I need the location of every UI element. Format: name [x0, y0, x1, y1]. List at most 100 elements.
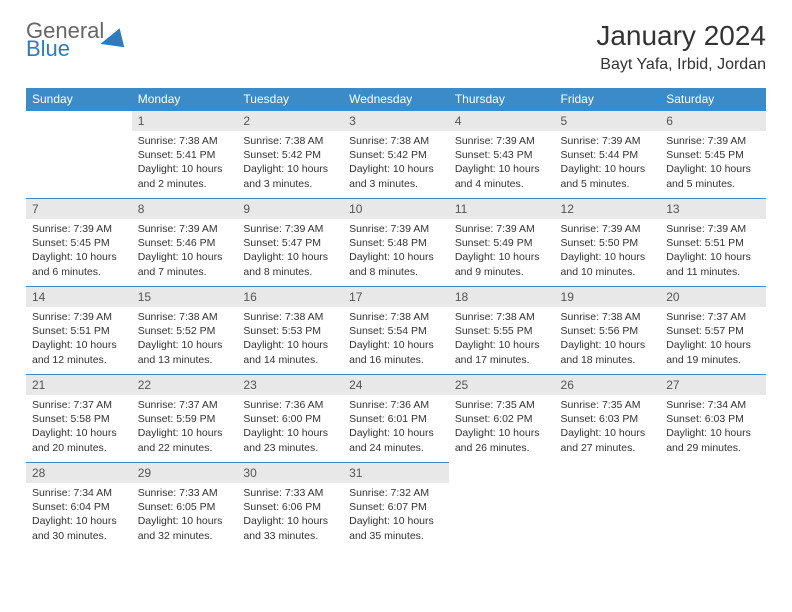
calendar-cell: [26, 111, 132, 199]
calendar-cell: 29Sunrise: 7:33 AMSunset: 6:05 PMDayligh…: [132, 463, 238, 551]
title-block: January 2024 Bayt Yafa, Irbid, Jordan: [596, 20, 766, 74]
day-info: Sunrise: 7:37 AMSunset: 5:57 PMDaylight:…: [660, 307, 766, 371]
calendar-cell: 14Sunrise: 7:39 AMSunset: 5:51 PMDayligh…: [26, 287, 132, 375]
daylight-line: Daylight: 10 hours and 8 minutes.: [243, 250, 337, 278]
sunrise-line: Sunrise: 7:39 AM: [243, 222, 337, 236]
sunset-line: Sunset: 6:05 PM: [138, 500, 232, 514]
sunrise-line: Sunrise: 7:38 AM: [455, 310, 549, 324]
calendar-cell: 3Sunrise: 7:38 AMSunset: 5:42 PMDaylight…: [343, 111, 449, 199]
daylight-line: Daylight: 10 hours and 11 minutes.: [666, 250, 760, 278]
sunset-line: Sunset: 5:55 PM: [455, 324, 549, 338]
day-number: 10: [343, 199, 449, 219]
sunset-line: Sunset: 5:59 PM: [138, 412, 232, 426]
sunset-line: Sunset: 5:45 PM: [666, 148, 760, 162]
daylight-line: Daylight: 10 hours and 5 minutes.: [666, 162, 760, 190]
sunset-line: Sunset: 5:53 PM: [243, 324, 337, 338]
sunrise-line: Sunrise: 7:39 AM: [666, 134, 760, 148]
calendar-cell: 1Sunrise: 7:38 AMSunset: 5:41 PMDaylight…: [132, 111, 238, 199]
daylight-line: Daylight: 10 hours and 32 minutes.: [138, 514, 232, 542]
sunrise-line: Sunrise: 7:34 AM: [666, 398, 760, 412]
daylight-line: Daylight: 10 hours and 3 minutes.: [243, 162, 337, 190]
calendar-cell: 15Sunrise: 7:38 AMSunset: 5:52 PMDayligh…: [132, 287, 238, 375]
sunrise-line: Sunrise: 7:37 AM: [666, 310, 760, 324]
daylight-line: Daylight: 10 hours and 23 minutes.: [243, 426, 337, 454]
day-info: Sunrise: 7:39 AMSunset: 5:47 PMDaylight:…: [237, 219, 343, 283]
sunrise-line: Sunrise: 7:39 AM: [561, 134, 655, 148]
day-info: Sunrise: 7:38 AMSunset: 5:54 PMDaylight:…: [343, 307, 449, 371]
sunrise-line: Sunrise: 7:37 AM: [32, 398, 126, 412]
sunset-line: Sunset: 5:46 PM: [138, 236, 232, 250]
sunrise-line: Sunrise: 7:39 AM: [32, 222, 126, 236]
logo: General Blue: [26, 20, 128, 60]
calendar-week-row: 7Sunrise: 7:39 AMSunset: 5:45 PMDaylight…: [26, 199, 766, 287]
calendar-cell: [555, 463, 661, 551]
calendar-cell: 18Sunrise: 7:38 AMSunset: 5:55 PMDayligh…: [449, 287, 555, 375]
weekday-header: Monday: [132, 88, 238, 111]
calendar-cell: 11Sunrise: 7:39 AMSunset: 5:49 PMDayligh…: [449, 199, 555, 287]
sunrise-line: Sunrise: 7:39 AM: [455, 134, 549, 148]
weekday-header: Saturday: [660, 88, 766, 111]
sunset-line: Sunset: 6:03 PM: [561, 412, 655, 426]
month-title: January 2024: [596, 20, 766, 52]
calendar-cell: 28Sunrise: 7:34 AMSunset: 6:04 PMDayligh…: [26, 463, 132, 551]
day-info: Sunrise: 7:39 AMSunset: 5:51 PMDaylight:…: [26, 307, 132, 371]
calendar-cell: 9Sunrise: 7:39 AMSunset: 5:47 PMDaylight…: [237, 199, 343, 287]
weekday-row: SundayMondayTuesdayWednesdayThursdayFrid…: [26, 88, 766, 111]
daylight-line: Daylight: 10 hours and 14 minutes.: [243, 338, 337, 366]
calendar-cell: 5Sunrise: 7:39 AMSunset: 5:44 PMDaylight…: [555, 111, 661, 199]
day-info: Sunrise: 7:32 AMSunset: 6:07 PMDaylight:…: [343, 483, 449, 547]
sunrise-line: Sunrise: 7:38 AM: [349, 134, 443, 148]
sunrise-line: Sunrise: 7:39 AM: [32, 310, 126, 324]
day-info: Sunrise: 7:38 AMSunset: 5:56 PMDaylight:…: [555, 307, 661, 371]
day-number: 29: [132, 463, 238, 483]
day-info: Sunrise: 7:36 AMSunset: 6:00 PMDaylight:…: [237, 395, 343, 459]
sunrise-line: Sunrise: 7:36 AM: [243, 398, 337, 412]
header: General Blue January 2024 Bayt Yafa, Irb…: [26, 20, 766, 74]
sunset-line: Sunset: 5:44 PM: [561, 148, 655, 162]
sunset-line: Sunset: 6:06 PM: [243, 500, 337, 514]
calendar-cell: 6Sunrise: 7:39 AMSunset: 5:45 PMDaylight…: [660, 111, 766, 199]
day-info: Sunrise: 7:35 AMSunset: 6:03 PMDaylight:…: [555, 395, 661, 459]
sunset-line: Sunset: 5:54 PM: [349, 324, 443, 338]
calendar-cell: 2Sunrise: 7:38 AMSunset: 5:42 PMDaylight…: [237, 111, 343, 199]
calendar-week-row: 1Sunrise: 7:38 AMSunset: 5:41 PMDaylight…: [26, 111, 766, 199]
day-number: 1: [132, 111, 238, 131]
sunrise-line: Sunrise: 7:39 AM: [138, 222, 232, 236]
day-number: 5: [555, 111, 661, 131]
day-info: Sunrise: 7:38 AMSunset: 5:55 PMDaylight:…: [449, 307, 555, 371]
sunset-line: Sunset: 6:00 PM: [243, 412, 337, 426]
sunset-line: Sunset: 6:02 PM: [455, 412, 549, 426]
calendar-cell: 10Sunrise: 7:39 AMSunset: 5:48 PMDayligh…: [343, 199, 449, 287]
calendar-head: SundayMondayTuesdayWednesdayThursdayFrid…: [26, 88, 766, 111]
day-number: 14: [26, 287, 132, 307]
day-number: 30: [237, 463, 343, 483]
day-info: Sunrise: 7:39 AMSunset: 5:45 PMDaylight:…: [660, 131, 766, 195]
daylight-line: Daylight: 10 hours and 35 minutes.: [349, 514, 443, 542]
calendar-cell: 8Sunrise: 7:39 AMSunset: 5:46 PMDaylight…: [132, 199, 238, 287]
daylight-line: Daylight: 10 hours and 24 minutes.: [349, 426, 443, 454]
logo-text: General Blue: [26, 20, 104, 60]
sunset-line: Sunset: 6:01 PM: [349, 412, 443, 426]
daylight-line: Daylight: 10 hours and 22 minutes.: [138, 426, 232, 454]
weekday-header: Sunday: [26, 88, 132, 111]
weekday-header: Tuesday: [237, 88, 343, 111]
daylight-line: Daylight: 10 hours and 10 minutes.: [561, 250, 655, 278]
day-number: 2: [237, 111, 343, 131]
sunset-line: Sunset: 5:56 PM: [561, 324, 655, 338]
calendar-cell: 13Sunrise: 7:39 AMSunset: 5:51 PMDayligh…: [660, 199, 766, 287]
day-number: 26: [555, 375, 661, 395]
sunrise-line: Sunrise: 7:35 AM: [561, 398, 655, 412]
day-info: Sunrise: 7:38 AMSunset: 5:53 PMDaylight:…: [237, 307, 343, 371]
sunrise-line: Sunrise: 7:38 AM: [561, 310, 655, 324]
sunset-line: Sunset: 5:49 PM: [455, 236, 549, 250]
day-info: Sunrise: 7:39 AMSunset: 5:49 PMDaylight:…: [449, 219, 555, 283]
day-number: 27: [660, 375, 766, 395]
day-number: 22: [132, 375, 238, 395]
calendar-cell: 27Sunrise: 7:34 AMSunset: 6:03 PMDayligh…: [660, 375, 766, 463]
sunset-line: Sunset: 5:51 PM: [32, 324, 126, 338]
calendar-cell: 21Sunrise: 7:37 AMSunset: 5:58 PMDayligh…: [26, 375, 132, 463]
day-number: 13: [660, 199, 766, 219]
calendar-cell: 20Sunrise: 7:37 AMSunset: 5:57 PMDayligh…: [660, 287, 766, 375]
daylight-line: Daylight: 10 hours and 17 minutes.: [455, 338, 549, 366]
day-number: 23: [237, 375, 343, 395]
